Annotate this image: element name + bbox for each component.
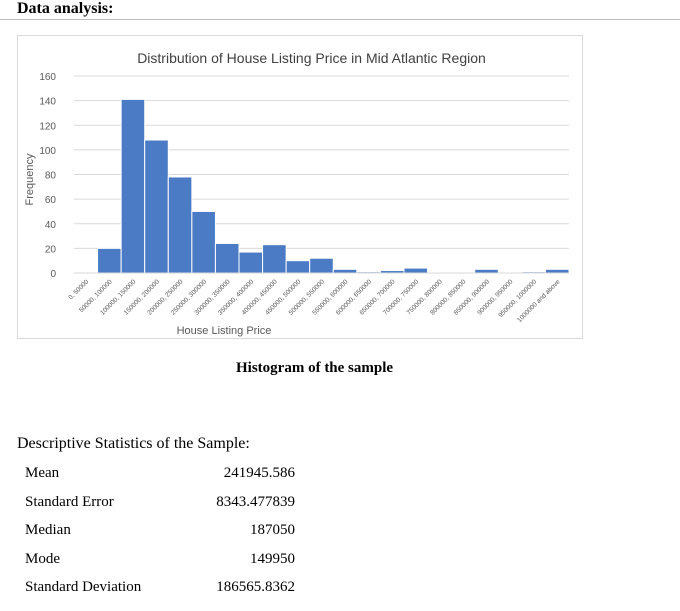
histogram-bar xyxy=(309,257,334,274)
histogram-bar xyxy=(285,260,311,274)
histogram-chart: Distribution of House Listing Price in M… xyxy=(17,35,583,339)
stats-value: 187050 xyxy=(250,522,295,538)
histogram-bar xyxy=(214,242,240,274)
histogram-bar xyxy=(403,267,429,274)
histogram-bar xyxy=(262,244,287,274)
stats-label: Mode xyxy=(25,551,60,567)
histogram-bar xyxy=(544,268,570,274)
stats-value: 8343.477839 xyxy=(216,494,295,510)
stats-row-mode: Mode 149950 xyxy=(25,551,295,573)
y-axis-label: Frequency xyxy=(24,153,36,205)
chart-title: Distribution of House Listing Price in M… xyxy=(137,50,486,66)
stats-row-standard-deviation: Standard Deviation 186565.8362 xyxy=(25,579,295,601)
y-tick-label: 120 xyxy=(39,121,56,132)
histogram-bar xyxy=(332,268,358,274)
stats-value: 186565.8362 xyxy=(216,579,295,595)
stats-value: 149950 xyxy=(250,551,295,567)
y-tick-label: 160 xyxy=(39,72,56,83)
histogram-bar xyxy=(238,251,264,274)
y-tick-label: 140 xyxy=(39,97,56,108)
x-tick-label: 1000000 and above xyxy=(516,278,562,324)
histogram-bar xyxy=(167,176,193,274)
y-tick-label: 20 xyxy=(45,244,57,255)
y-tick-label: 80 xyxy=(45,171,57,182)
stats-title: Descriptive Statistics of the Sample: xyxy=(17,435,250,452)
stats-label: Standard Error xyxy=(25,494,114,510)
stats-label: Median xyxy=(25,522,71,538)
histogram-bar xyxy=(474,268,499,274)
top-divider xyxy=(0,19,680,20)
section-heading: Data analysis: xyxy=(17,0,114,17)
histogram-bar xyxy=(97,247,122,274)
histogram-bar xyxy=(120,98,146,274)
x-tick-label: 0, 50000 xyxy=(67,278,90,301)
stats-row-standard-error: Standard Error 8343.477839 xyxy=(25,494,295,516)
stats-label: Standard Deviation xyxy=(25,579,142,595)
histogram-svg: Distribution of House Listing Price in M… xyxy=(24,50,570,337)
stats-row-mean: Mean 241945.586 xyxy=(25,465,295,487)
figure-caption: Histogram of the sample xyxy=(236,360,394,376)
histogram-bar xyxy=(191,210,216,274)
y-tick-label: 40 xyxy=(45,220,57,231)
stats-label: Mean xyxy=(25,465,60,481)
x-axis-label: House Listing Price xyxy=(177,325,272,337)
histogram-bar xyxy=(144,139,169,274)
stats-value: 241945.586 xyxy=(223,465,295,481)
y-tick-label: 0 xyxy=(50,269,56,280)
y-tick-label: 60 xyxy=(45,195,57,206)
stats-row-median: Median 187050 xyxy=(25,522,295,544)
y-tick-label: 100 xyxy=(39,146,56,157)
